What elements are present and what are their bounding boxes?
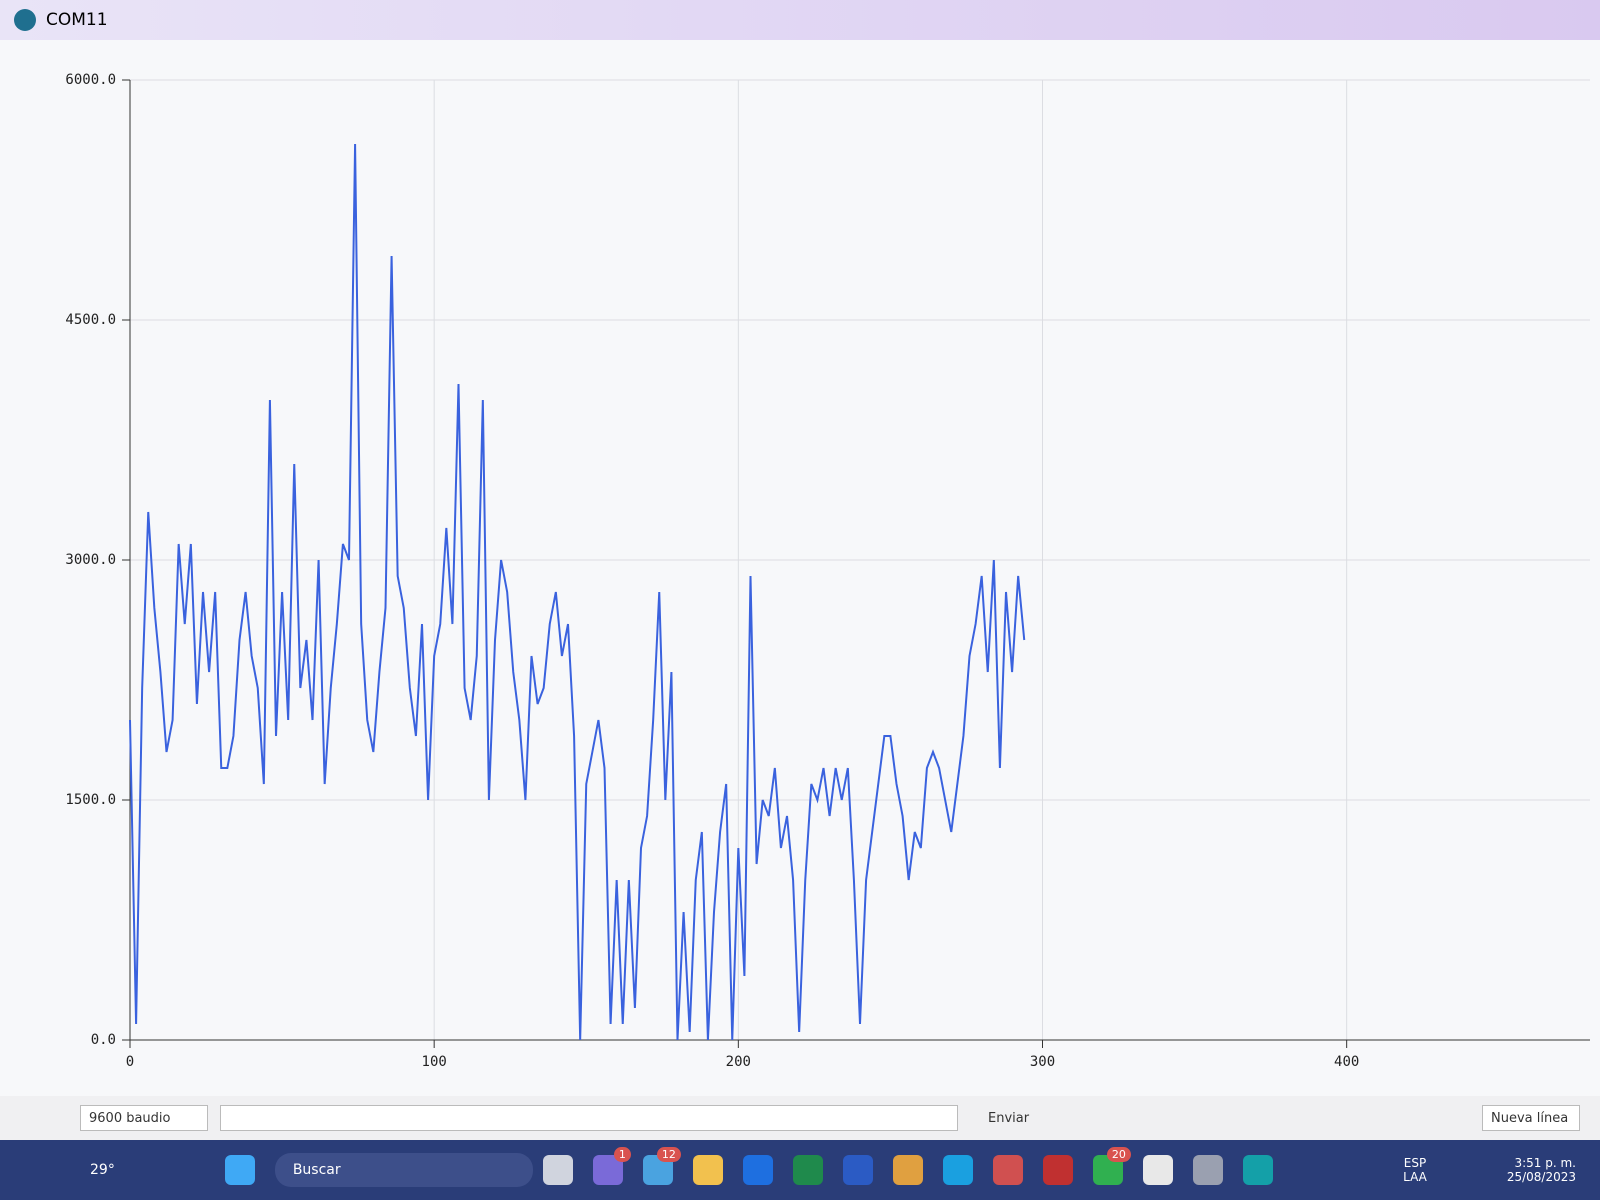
title-bar: COM11: [0, 0, 1600, 40]
start-button[interactable]: [224, 1155, 255, 1185]
app-icon[interactable]: 1: [592, 1147, 631, 1185]
app-icon[interactable]: 12: [642, 1147, 681, 1185]
app-icon[interactable]: 20: [1092, 1147, 1131, 1185]
app-icon[interactable]: [792, 1155, 823, 1185]
x-tick-label: 100: [422, 1054, 447, 1070]
x-tick-label: 200: [726, 1054, 751, 1070]
language[interactable]: ESP LAA: [1403, 1156, 1427, 1184]
line-ending-select[interactable]: Nueva línea: [1482, 1105, 1580, 1131]
y-tick-label: 1500.0: [65, 792, 116, 808]
x-tick-label: 400: [1334, 1054, 1359, 1070]
weather: 29°: [90, 1162, 115, 1178]
layout-label: LAA: [1403, 1170, 1427, 1184]
app-icon[interactable]: [992, 1155, 1023, 1185]
x-tick-label: 0: [126, 1054, 134, 1070]
badge: 12: [656, 1147, 681, 1162]
app-icon[interactable]: [742, 1155, 773, 1185]
y-tick-label: 3000.0: [65, 552, 116, 568]
x-tick-label: 300: [1030, 1054, 1055, 1070]
badge: 20: [1106, 1147, 1131, 1162]
plot: 0.0 1500.0 3000.0 4500.0 6000.0 0 100 200 300 400: [0, 40, 1600, 1096]
control-bar: 9600 baudio Enviar Nueva línea: [0, 1096, 1600, 1140]
baud-select[interactable]: 9600 baudio: [80, 1105, 208, 1131]
lang-label: ESP: [1403, 1156, 1427, 1170]
app-icon[interactable]: [1042, 1155, 1073, 1185]
date: 25/08/2023: [1506, 1170, 1576, 1184]
badge: 1: [613, 1147, 631, 1162]
app-icon: [14, 9, 36, 31]
baud-label: 9600 baudio: [89, 1110, 171, 1126]
app-icon[interactable]: [1192, 1155, 1223, 1185]
app-icon[interactable]: [692, 1155, 723, 1185]
search-box[interactable]: Buscar: [274, 1153, 533, 1187]
send-button[interactable]: Enviar: [988, 1111, 1029, 1126]
taskbar: 29° Buscar 1 12 20 ESP LAA 3:51 p. m. 25…: [0, 1140, 1600, 1200]
window-title: COM11: [46, 10, 108, 30]
app-icon[interactable]: [842, 1155, 873, 1185]
message-input[interactable]: [220, 1105, 958, 1131]
time: 3:51 p. m.: [1514, 1156, 1576, 1170]
app-icon[interactable]: [1142, 1155, 1173, 1185]
app-icon[interactable]: [1242, 1155, 1273, 1185]
line-ending-label: Nueva línea: [1491, 1110, 1569, 1126]
y-tick-label: 6000.0: [65, 72, 116, 88]
app-icon[interactable]: [542, 1155, 573, 1185]
send-label: Enviar: [988, 1110, 1030, 1126]
search-label: Buscar: [292, 1162, 341, 1178]
plot-background: [0, 40, 1600, 1096]
clock[interactable]: 3:51 p. m. 25/08/2023: [1507, 1156, 1576, 1184]
data-line: [129, 143, 1026, 1041]
y-tick-label: 0.0: [91, 1032, 116, 1048]
app-icon[interactable]: [892, 1155, 923, 1185]
app-icon[interactable]: [942, 1155, 973, 1185]
y-tick-label: 4500.0: [65, 312, 116, 328]
